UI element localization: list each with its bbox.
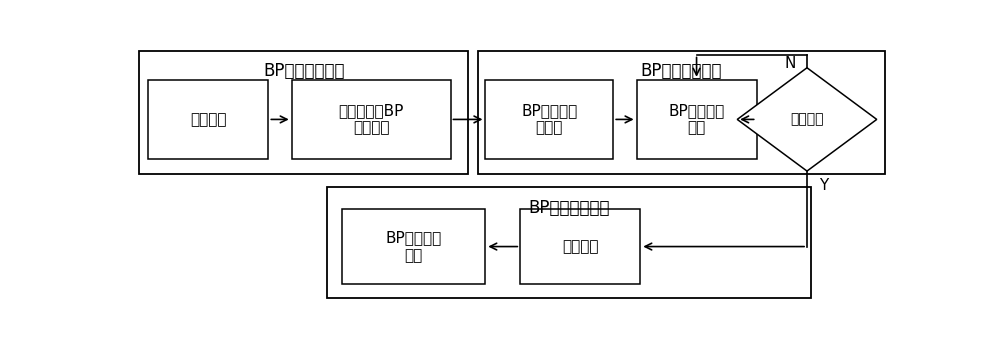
Bar xyxy=(139,51,468,174)
Text: 构建合适的BP
神经网络: 构建合适的BP 神经网络 xyxy=(338,103,404,136)
Bar xyxy=(148,80,268,159)
Text: BP神经网络训练: BP神经网络训练 xyxy=(640,63,722,80)
Text: BP神经网络构建: BP神经网络构建 xyxy=(263,63,344,80)
Text: BP神经网络
预测: BP神经网络 预测 xyxy=(386,230,442,263)
Bar xyxy=(520,209,640,284)
Bar xyxy=(326,187,811,298)
Bar xyxy=(485,80,613,159)
Text: N: N xyxy=(784,56,796,71)
Bar xyxy=(637,80,757,159)
Text: BP神经网络
训练: BP神经网络 训练 xyxy=(668,103,725,136)
Text: 训练结束: 训练结束 xyxy=(790,112,824,126)
Polygon shape xyxy=(737,68,877,171)
Bar xyxy=(292,80,450,159)
Text: BP神经网络
初始化: BP神经网络 初始化 xyxy=(521,103,577,136)
Text: BP神经网络预测: BP神经网络预测 xyxy=(528,199,609,217)
Text: 测试数据: 测试数据 xyxy=(562,239,599,254)
Text: 系统建模: 系统建模 xyxy=(190,112,227,127)
Bar xyxy=(478,51,885,174)
Text: Y: Y xyxy=(819,178,829,193)
Bar xyxy=(342,209,485,284)
